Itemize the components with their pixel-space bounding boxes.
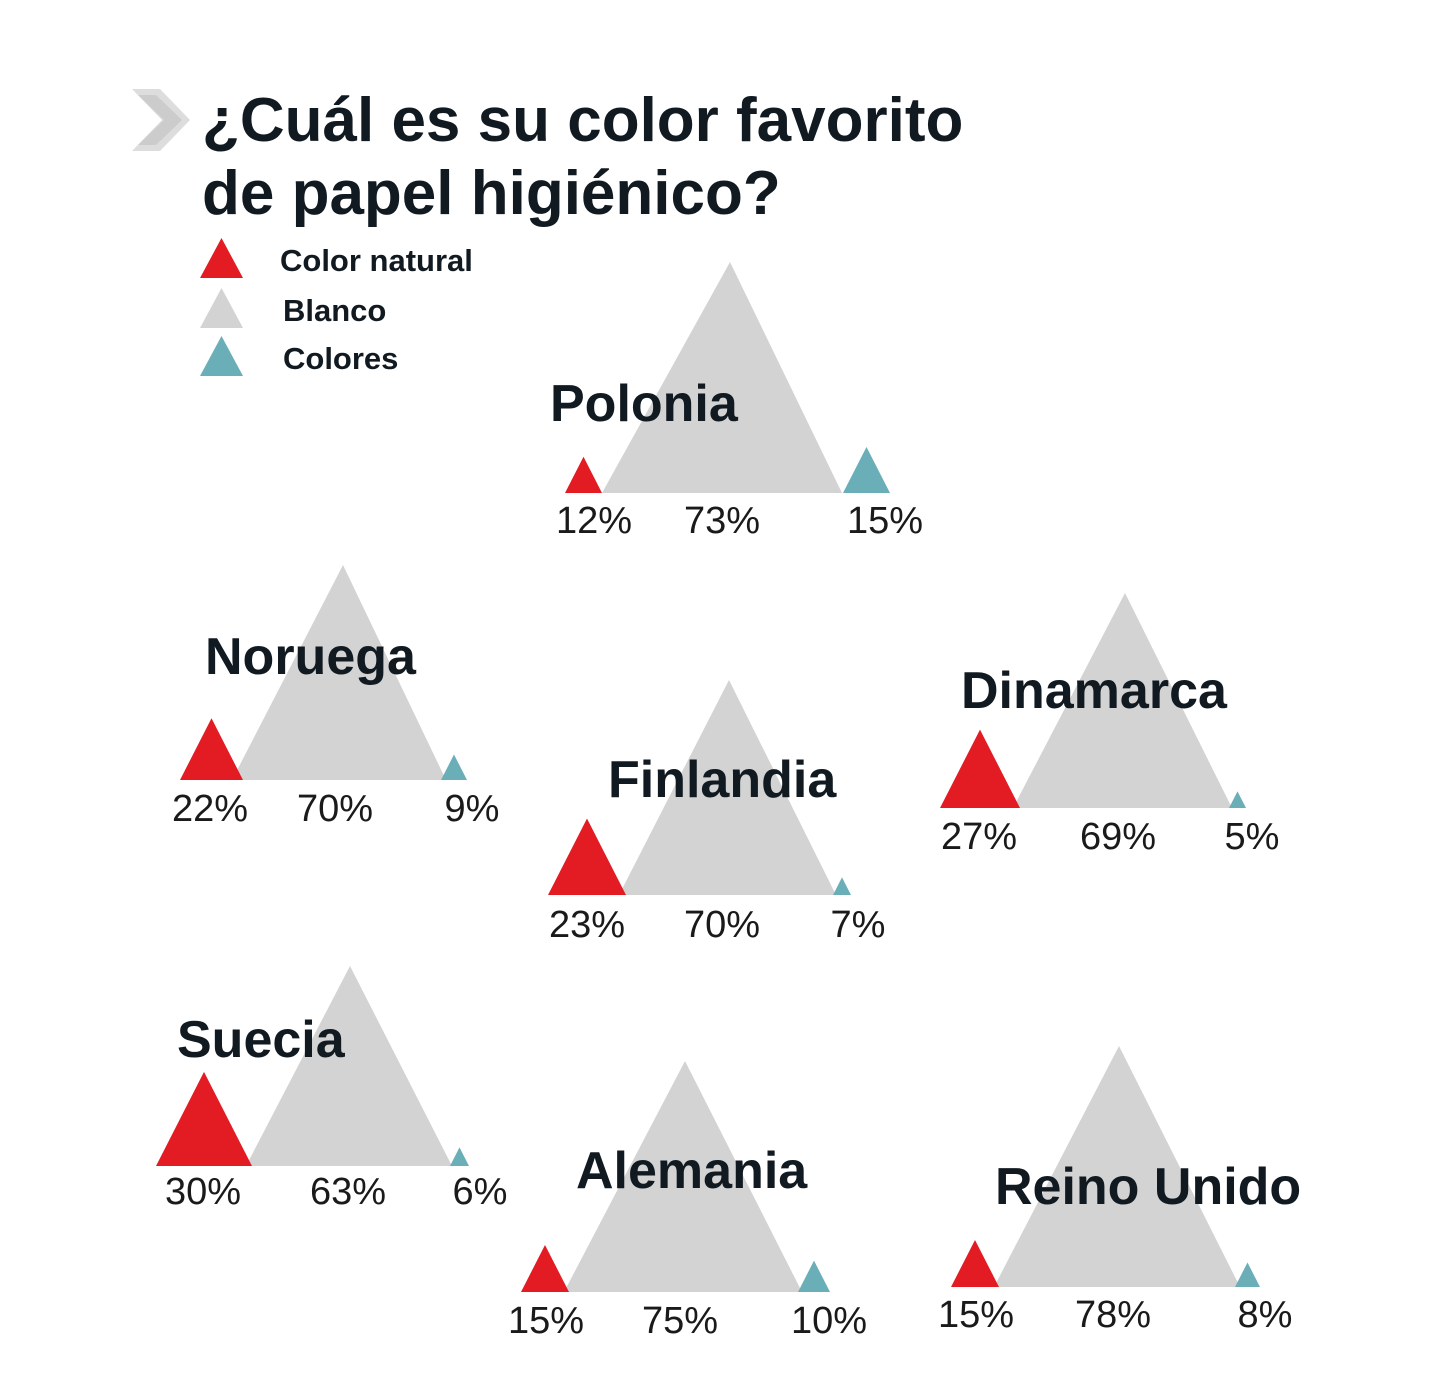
- triangle-colores-reino-unido: [1235, 1262, 1260, 1287]
- country-alemania: Alemania 15% 75% 10%: [508, 1061, 867, 1342]
- pct-label-blanco-finlandia: 70%: [684, 904, 760, 946]
- legend-label-blanco: Blanco: [283, 293, 386, 328]
- pct-label-colores-finlandia: 7%: [831, 904, 886, 946]
- pct-label-natural-finlandia: 23%: [549, 904, 625, 946]
- triangle-blanco-noruega: [232, 565, 446, 780]
- legend-label-color-natural: Color natural: [280, 243, 473, 278]
- country-groups: Polonia 12% 73% 15% Noruega 22% 70% 9% Finlandia…: [156, 262, 1301, 1342]
- triangle-colores-dinamarca: [1229, 791, 1246, 808]
- pct-label-natural-polonia: 12%: [556, 500, 632, 542]
- country-polonia: Polonia 12% 73% 15%: [550, 262, 923, 542]
- triangle-natural-suecia: [156, 1071, 252, 1166]
- country-dinamarca: Dinamarca 27% 69% 5%: [940, 593, 1279, 858]
- country-label-alemania: Alemania: [576, 1142, 808, 1200]
- pct-label-blanco-reino-unido: 78%: [1075, 1294, 1151, 1336]
- pct-label-colores-noruega: 9%: [445, 788, 500, 830]
- triangle-natural-polonia: [565, 456, 602, 493]
- triangle-colores-noruega: [441, 754, 467, 780]
- country-label-reino-unido: Reino Unido: [995, 1158, 1301, 1216]
- pct-label-natural-suecia: 30%: [165, 1171, 241, 1213]
- triangle-blanco-suecia: [246, 966, 452, 1166]
- triangle-natural-noruega: [180, 718, 243, 780]
- triangle-blanco-dinamarca: [1013, 593, 1232, 808]
- legend: Color natural Blanco Colores: [200, 238, 473, 376]
- pct-label-natural-alemania: 15%: [508, 1300, 584, 1342]
- country-label-polonia: Polonia: [550, 375, 739, 433]
- country-label-noruega: Noruega: [205, 628, 417, 686]
- chevron-arrow-icon: [132, 89, 190, 151]
- triangle-blanco-polonia: [602, 262, 842, 493]
- pct-label-colores-suecia: 6%: [453, 1171, 508, 1213]
- triangle-blanco-alemania: [564, 1061, 802, 1292]
- country-label-finlandia: Finlandia: [608, 751, 837, 809]
- pct-label-natural-dinamarca: 27%: [941, 816, 1017, 858]
- pct-label-colores-alemania: 10%: [791, 1300, 867, 1342]
- legend-swatch-blanco: [200, 288, 243, 328]
- pct-label-blanco-dinamarca: 69%: [1080, 816, 1156, 858]
- legend-swatch-colores: [200, 336, 243, 376]
- pct-label-blanco-polonia: 73%: [684, 500, 760, 542]
- triangle-colores-polonia: [843, 446, 890, 493]
- country-reino-unido: Reino Unido 15% 78% 8%: [938, 1046, 1301, 1336]
- triangle-blanco-finlandia: [619, 680, 836, 895]
- triangle-natural-finlandia: [548, 818, 626, 895]
- pct-label-natural-reino-unido: 15%: [938, 1294, 1014, 1336]
- legend-swatch-color-natural: [200, 238, 243, 278]
- triangle-natural-alemania: [521, 1244, 569, 1292]
- triangle-colores-finlandia: [833, 877, 851, 895]
- pct-label-natural-noruega: 22%: [172, 788, 248, 830]
- pct-label-colores-polonia: 15%: [847, 500, 923, 542]
- triangle-natural-reino-unido: [951, 1239, 999, 1287]
- pct-label-colores-reino-unido: 8%: [1238, 1294, 1293, 1336]
- triangle-colores-alemania: [798, 1260, 830, 1292]
- pct-label-colores-dinamarca: 5%: [1225, 816, 1280, 858]
- country-noruega: Noruega 22% 70% 9%: [172, 565, 499, 830]
- country-label-dinamarca: Dinamarca: [961, 662, 1228, 720]
- triangle-colores-suecia: [450, 1147, 469, 1166]
- pct-label-blanco-suecia: 63%: [310, 1171, 386, 1213]
- country-finlandia: Finlandia 23% 70% 7%: [548, 680, 885, 946]
- triangle-natural-dinamarca: [940, 729, 1020, 808]
- chart-title-line-2: de papel higiénico?: [202, 159, 781, 228]
- triangle-blanco-reino-unido: [994, 1046, 1240, 1287]
- pct-label-blanco-alemania: 75%: [642, 1300, 718, 1342]
- country-label-suecia: Suecia: [177, 1011, 346, 1069]
- chart-title-line-1: ¿Cuál es su color favorito: [202, 86, 963, 155]
- legend-label-colores: Colores: [283, 341, 398, 376]
- country-suecia: Suecia 30% 63% 6%: [156, 966, 507, 1213]
- pct-label-blanco-noruega: 70%: [297, 788, 373, 830]
